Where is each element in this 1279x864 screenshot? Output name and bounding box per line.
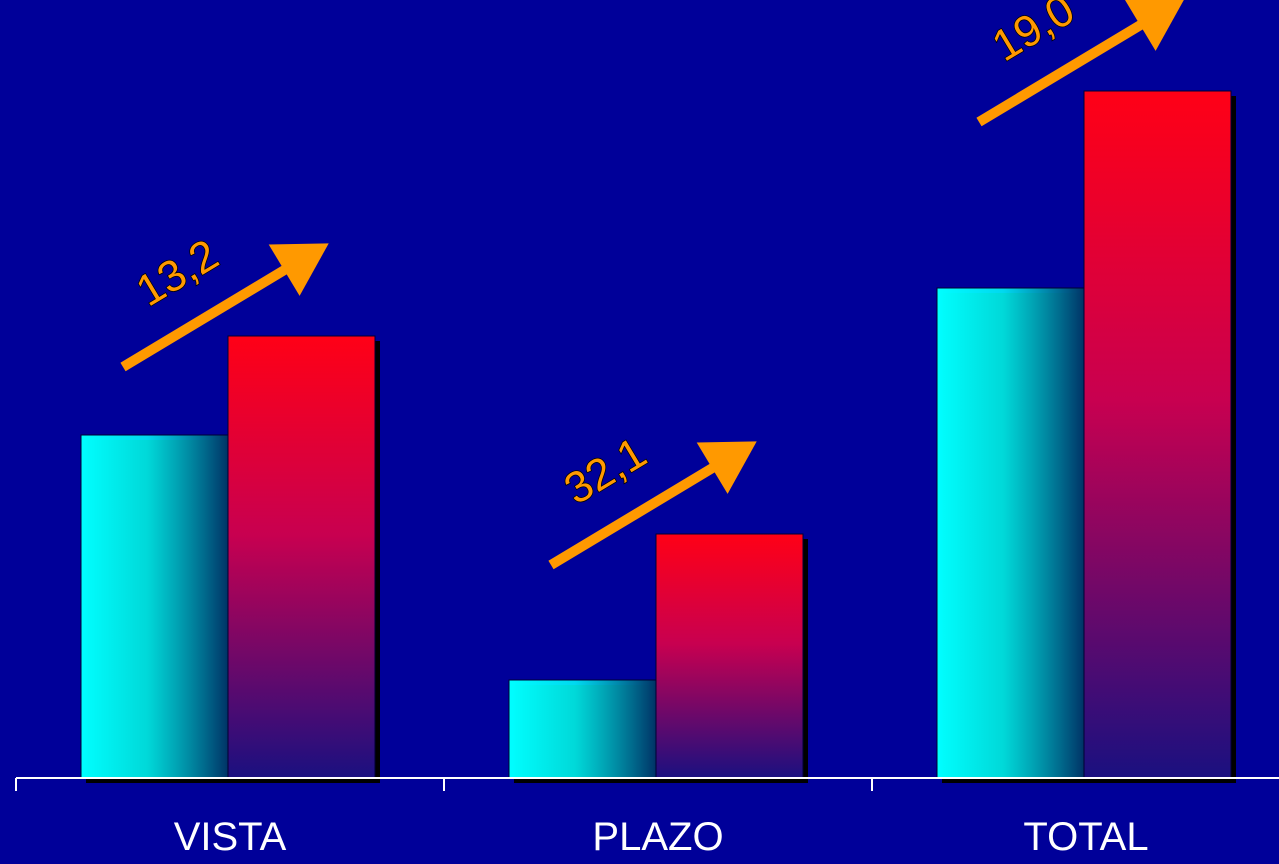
bar-1-total [936,287,1085,779]
arrow-head [696,441,757,494]
growth-arrow-plazo [548,441,757,570]
bar-2-plazo [655,533,804,779]
bars-layer [80,90,1236,783]
growth-arrows [120,0,1184,570]
arrow-head [1125,0,1184,51]
growth-label-vista: 13,2 [128,230,227,316]
bar-2-total [1083,90,1232,779]
category-label-total: TOTAL [1023,815,1148,859]
category-label-plazo: PLAZO [592,815,723,859]
bar-1-vista [80,434,229,779]
growth-arrow-total [976,0,1184,127]
growth-arrow-vista [120,243,329,372]
x-axis [15,777,1279,791]
bar-2-vista [227,335,376,779]
growth-label-plazo: 32,1 [556,428,655,514]
arrow-shaft [548,462,717,570]
arrow-head [268,243,329,296]
arrow-shaft [976,19,1145,127]
arrow-shaft [120,264,289,372]
growth-label-total: 19,0 [984,0,1083,71]
bar-1-plazo [508,679,657,779]
category-label-vista: VISTA [174,815,287,859]
